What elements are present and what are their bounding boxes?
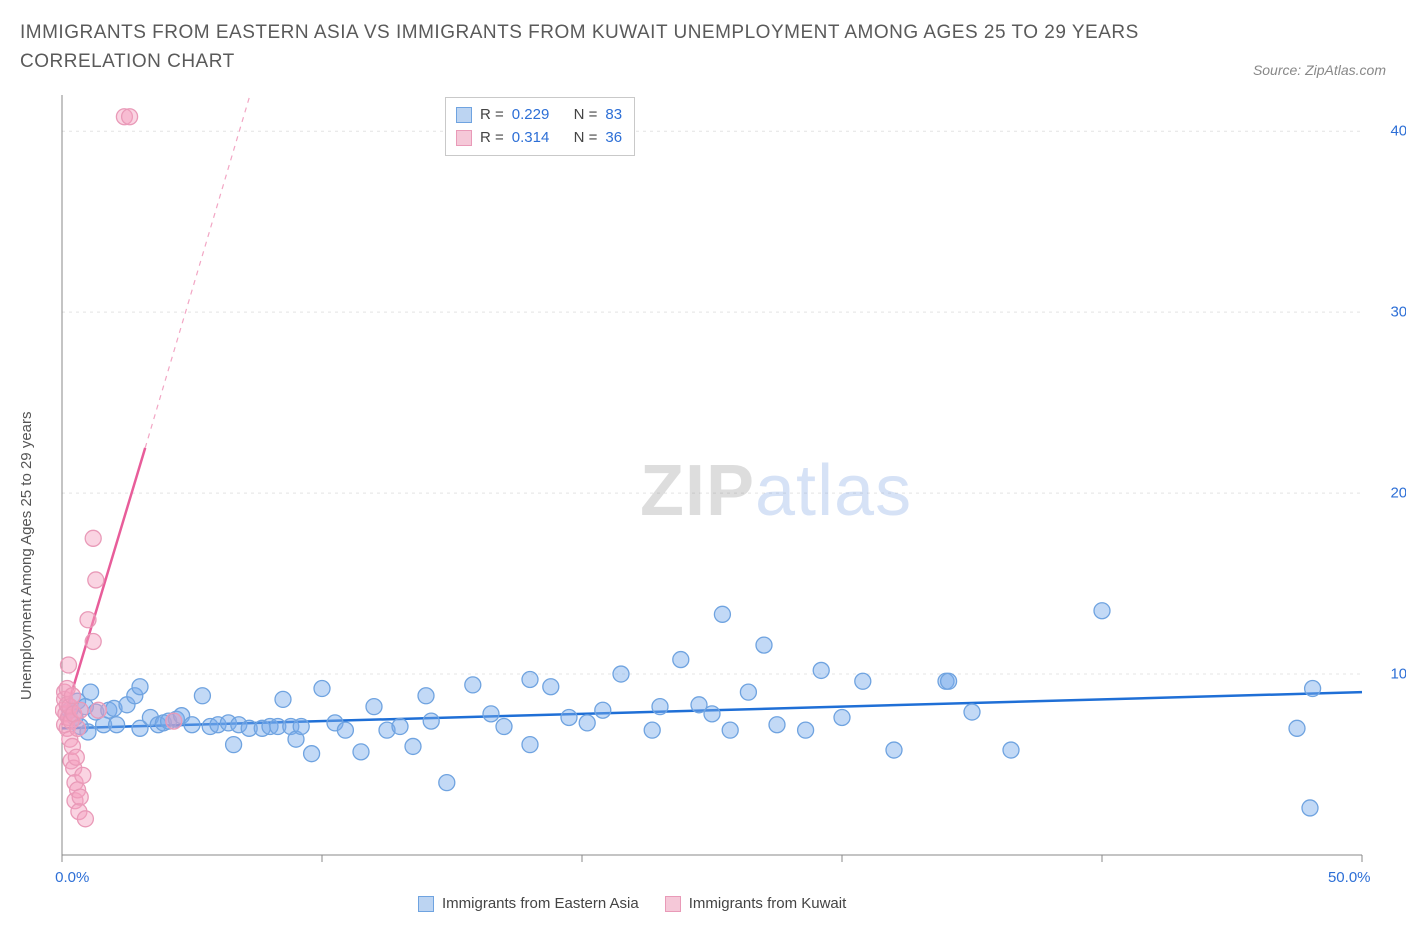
- stats-row: R = 0.314 N = 36: [456, 127, 622, 150]
- bottom-legend: Immigrants from Eastern Asia Immigrants f…: [418, 895, 846, 912]
- stat-r-key: R =: [480, 127, 504, 150]
- plot-area: 10.0%20.0%30.0%40.0%0.0%50.0%: [55, 95, 1385, 875]
- legend-label: Immigrants from Kuwait: [689, 895, 847, 912]
- legend-label: Immigrants from Eastern Asia: [442, 895, 639, 912]
- stat-r-key: R =: [480, 104, 504, 127]
- legend-swatch: [665, 896, 681, 912]
- stat-n-val: 83: [605, 104, 622, 127]
- stat-n-key: N =: [574, 104, 598, 127]
- stat-n-val: 36: [605, 127, 622, 150]
- stat-r-val: 0.314: [512, 127, 550, 150]
- y-tick-label: 10.0%: [1390, 666, 1406, 683]
- y-tick-label: 40.0%: [1390, 123, 1406, 140]
- x-tick-label: 0.0%: [55, 869, 89, 886]
- stat-n-key: N =: [574, 127, 598, 150]
- y-tick-label: 20.0%: [1390, 485, 1406, 502]
- legend-swatch: [418, 896, 434, 912]
- scatter-plot: [55, 95, 1382, 885]
- legend-swatch: [456, 107, 472, 123]
- stats-legend-box: R = 0.229 N = 83 R = 0.314 N = 36: [445, 97, 635, 156]
- stats-row: R = 0.229 N = 83: [456, 104, 622, 127]
- legend-item: Immigrants from Kuwait: [665, 895, 847, 912]
- y-tick-label: 30.0%: [1390, 304, 1406, 321]
- legend-swatch: [456, 130, 472, 146]
- x-tick-label: 50.0%: [1328, 869, 1371, 886]
- source-label: Source: ZipAtlas.com: [1253, 62, 1386, 78]
- legend-item: Immigrants from Eastern Asia: [418, 895, 639, 912]
- stat-r-val: 0.229: [512, 104, 550, 127]
- y-axis-label: Unemployment Among Ages 25 to 29 years: [18, 411, 35, 700]
- chart-title: IMMIGRANTS FROM EASTERN ASIA VS IMMIGRAN…: [20, 18, 1170, 77]
